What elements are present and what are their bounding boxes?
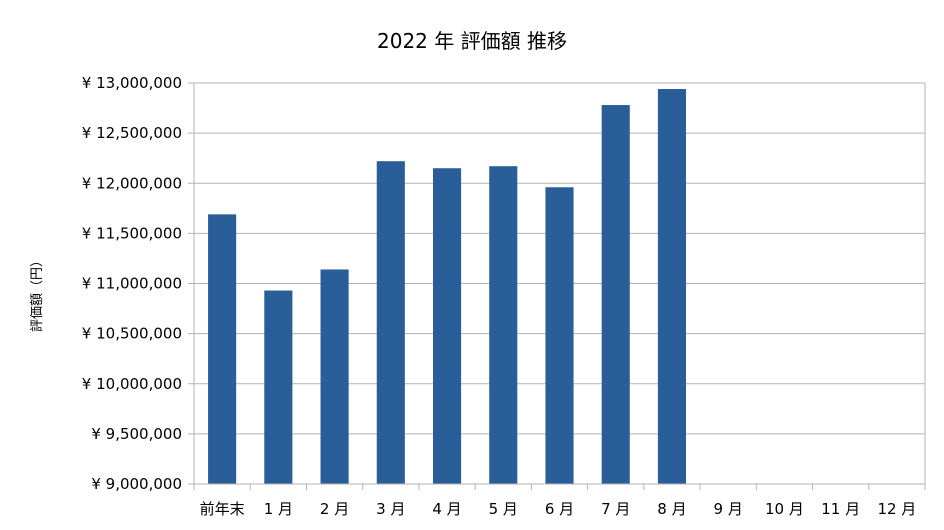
bar bbox=[489, 166, 518, 484]
bar bbox=[545, 187, 574, 484]
x-tick-label: 8 月 bbox=[657, 500, 686, 518]
y-axis-label: 評価額（円） bbox=[30, 254, 45, 332]
x-tick-label: 前年末 bbox=[200, 500, 245, 518]
axes bbox=[188, 82, 926, 490]
x-tick-labels: 前年末 1 月 2 月 3 月 4 月 5 月 6 月 7 月 8 月 9 月 10 月 11 月 12… bbox=[200, 500, 917, 518]
bar bbox=[320, 269, 349, 484]
bar bbox=[264, 290, 293, 484]
bar bbox=[432, 168, 462, 484]
y-tick-label: ¥ 9,500,000 bbox=[91, 425, 182, 443]
y-tick-label: ¥ 10,500,000 bbox=[82, 325, 182, 343]
x-tick-label: 2 月 bbox=[320, 500, 349, 518]
bar bbox=[657, 89, 687, 484]
y-tick-label: ¥ 11,500,000 bbox=[82, 224, 182, 242]
bars bbox=[208, 89, 687, 485]
y-tick-label: ¥ 11,000,000 bbox=[82, 275, 182, 293]
x-tick-label: 7 月 bbox=[601, 500, 630, 518]
bar bbox=[376, 161, 405, 484]
x-tick-label: 3 月 bbox=[376, 500, 405, 518]
chart-title: 2022 年 評価額 推移 bbox=[377, 29, 567, 53]
y-tick-label: ¥ 12,500,000 bbox=[82, 124, 182, 142]
x-tick-label: 12 月 bbox=[877, 500, 916, 518]
y-tick-label: ¥ 13,000,000 bbox=[82, 74, 182, 92]
y-tick-labels: ¥ 9,000,000 ¥ 9,500,000 ¥ 10,000,000 ¥ 10,5… bbox=[82, 74, 182, 493]
x-tick-label: 11 月 bbox=[821, 500, 860, 518]
x-tick-label: 6 月 bbox=[545, 500, 574, 518]
y-tick-label: ¥ 10,000,000 bbox=[82, 375, 182, 393]
x-tick-label: 5 月 bbox=[489, 500, 518, 518]
y-tick-label: ¥ 9,000,000 bbox=[91, 475, 182, 493]
bar bbox=[601, 105, 630, 485]
bar bbox=[208, 214, 237, 484]
x-tick-label: 1 月 bbox=[264, 500, 293, 518]
x-tick-label: 9 月 bbox=[714, 500, 743, 518]
x-tick-label: 4 月 bbox=[432, 500, 461, 518]
y-tick-label: ¥ 12,000,000 bbox=[82, 174, 182, 192]
x-tick-label: 10 月 bbox=[765, 500, 804, 518]
